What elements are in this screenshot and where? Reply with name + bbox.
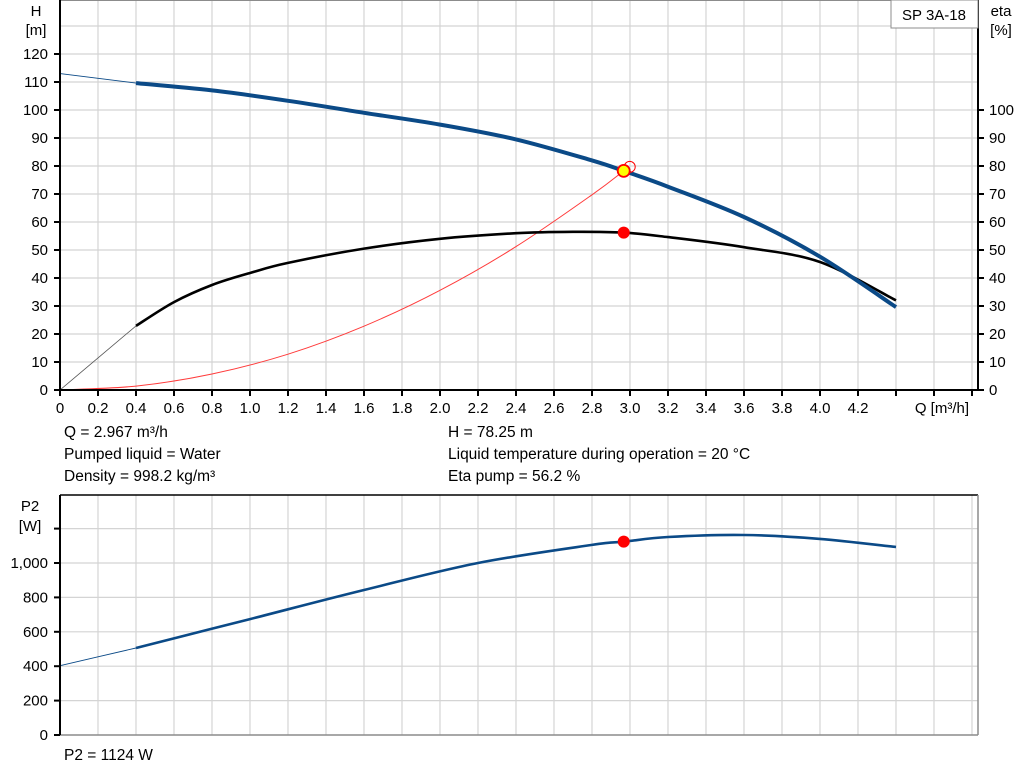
y-tick-label: 60 bbox=[31, 214, 48, 231]
power-duty-marker[interactable] bbox=[617, 535, 630, 548]
x-tick-label: 1.0 bbox=[240, 400, 261, 417]
y2-axis-unit: [%] bbox=[990, 22, 1012, 39]
power-curve bbox=[135, 533, 897, 650]
y2-tick-label: 60 bbox=[989, 214, 1006, 231]
y-axis-title: H bbox=[31, 3, 42, 20]
power-readout: P2 = 1124 W bbox=[64, 747, 153, 764]
y-axis-unit: [W] bbox=[19, 518, 42, 535]
head-curve-extrapolated bbox=[59, 73, 137, 84]
y2-tick-label: 40 bbox=[989, 270, 1006, 287]
x-tick-label: 2.2 bbox=[468, 400, 489, 417]
y2-tick-label: 20 bbox=[989, 326, 1006, 343]
x-tick-label: 3.2 bbox=[658, 400, 679, 417]
x-tick-label: 2.4 bbox=[506, 400, 527, 417]
x-axis-title: Q [m³/h] bbox=[915, 400, 969, 417]
y-tick-label: 800 bbox=[23, 589, 48, 606]
y-tick-label: 120 bbox=[23, 46, 48, 63]
y-tick-label: 110 bbox=[24, 74, 48, 91]
x-tick-label: 3.8 bbox=[772, 400, 793, 417]
y-tick-label: 30 bbox=[31, 298, 48, 315]
y-tick-label: 100 bbox=[23, 102, 48, 119]
y2-tick-label: 70 bbox=[989, 186, 1006, 203]
head-curve bbox=[135, 81, 898, 309]
y-axis-unit: [m] bbox=[26, 22, 47, 39]
x-tick-label: 0.8 bbox=[202, 400, 223, 417]
y2-tick-label: 10 bbox=[989, 354, 1006, 371]
y-tick-label: 90 bbox=[31, 130, 48, 147]
flow-readout: Q = 2.967 m³/h bbox=[64, 424, 168, 441]
y-tick-label: 0 bbox=[40, 727, 48, 744]
eta-duty-marker[interactable] bbox=[617, 226, 630, 239]
x-tick-label: 0.4 bbox=[126, 400, 147, 417]
x-tick-label: 1.4 bbox=[316, 400, 337, 417]
x-tick-label: 4.2 bbox=[848, 400, 869, 417]
x-tick-label: 1.6 bbox=[354, 400, 375, 417]
y-tick-label: 80 bbox=[31, 158, 48, 175]
x-tick-label: 1.8 bbox=[392, 400, 413, 417]
bottom-curves bbox=[59, 533, 897, 667]
y-tick-label: 50 bbox=[31, 242, 48, 259]
pump-label-box: SP 3A-18 bbox=[890, 0, 979, 29]
y-tick-label: 20 bbox=[31, 326, 48, 343]
system-curve bbox=[59, 170, 625, 391]
head-readout: H = 78.25 m bbox=[448, 424, 533, 441]
top-info-left: Q = 2.967 m³/h Pumped liquid = Water Den… bbox=[64, 422, 221, 488]
top-grid bbox=[60, 0, 978, 390]
power-chart: 0 200 400 600 800 1,000 P2 [W] bbox=[10, 494, 979, 744]
bottom-grid bbox=[60, 495, 978, 735]
y-tick-label: 0 bbox=[40, 382, 48, 399]
x-tick-label: 0.6 bbox=[164, 400, 185, 417]
x-tick-label: 2.8 bbox=[582, 400, 603, 417]
top-axes: 0 10 20 30 40 50 60 70 80 90 100 110 120 0 10 20 30 40 50 6… bbox=[23, 0, 1014, 417]
density-readout: Density = 998.2 kg/m³ bbox=[64, 468, 216, 485]
y-tick-label: 1,000 bbox=[10, 555, 48, 572]
eta-readout: Eta pump = 56.2 % bbox=[448, 468, 581, 485]
x-tick-label: 2.6 bbox=[544, 400, 565, 417]
x-tick-label: 3.4 bbox=[696, 400, 717, 417]
liquid-temp-readout: Liquid temperature during operation = 20… bbox=[448, 446, 751, 463]
x-tick-label: 4.0 bbox=[810, 400, 831, 417]
y-tick-label: 10 bbox=[31, 354, 48, 371]
head-efficiency-chart: 0 10 20 30 40 50 60 70 80 90 100 110 120 0 10 20 30 40 50 6… bbox=[23, 0, 1014, 417]
pump-label: SP 3A-18 bbox=[902, 7, 966, 24]
x-tick-label: 0.2 bbox=[88, 400, 109, 417]
pumped-liquid-readout: Pumped liquid = Water bbox=[64, 446, 221, 463]
eta-curve-extrapolated bbox=[59, 325, 137, 391]
bottom-axes: 0 200 400 600 800 1,000 P2 [W] bbox=[10, 494, 979, 744]
y-tick-label: 40 bbox=[31, 270, 48, 287]
duty-point-marker[interactable] bbox=[616, 163, 631, 178]
bottom-info-left: P2 = 1124 W bbox=[64, 745, 153, 767]
y2-axis-title: eta bbox=[991, 3, 1013, 20]
y-tick-label: 600 bbox=[23, 624, 48, 641]
y2-tick-label: 0 bbox=[989, 382, 997, 399]
y2-tick-label: 100 bbox=[989, 102, 1014, 119]
y2-tick-label: 80 bbox=[989, 158, 1006, 175]
y-tick-label: 200 bbox=[23, 693, 48, 710]
top-curves bbox=[59, 73, 898, 391]
x-tick-label: 0 bbox=[56, 400, 64, 417]
y2-tick-label: 30 bbox=[989, 298, 1006, 315]
y2-tick-label: 90 bbox=[989, 130, 1006, 147]
y-tick-label: 70 bbox=[31, 186, 48, 203]
x-tick-label: 3.0 bbox=[620, 400, 641, 417]
top-info-right: H = 78.25 m Liquid temperature during op… bbox=[448, 422, 750, 488]
x-tick-label: 1.2 bbox=[278, 400, 299, 417]
y-axis-title: P2 bbox=[21, 498, 39, 515]
x-tick-label: 3.6 bbox=[734, 400, 755, 417]
power-curve-extrapolated bbox=[59, 647, 137, 667]
eta-curve bbox=[135, 230, 897, 327]
x-tick-label: 2.0 bbox=[430, 400, 451, 417]
y-tick-label: 400 bbox=[23, 658, 48, 675]
y2-tick-label: 50 bbox=[989, 242, 1006, 259]
